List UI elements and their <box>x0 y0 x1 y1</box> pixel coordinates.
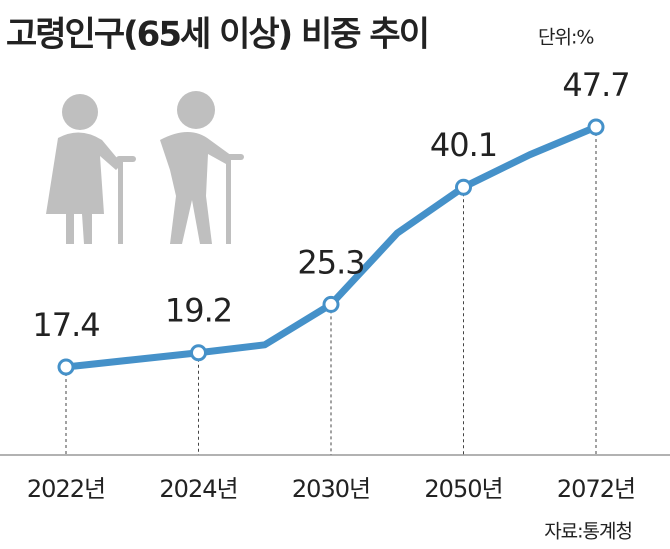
value-label: 19.2 <box>165 292 232 330</box>
value-label: 17.4 <box>32 306 99 344</box>
x-tick-label: 2030년 <box>292 475 370 503</box>
point <box>190 344 207 362</box>
point <box>587 118 605 136</box>
point <box>322 295 340 313</box>
value-label: 40.1 <box>430 126 497 164</box>
elderly-icon <box>46 91 244 244</box>
point <box>57 358 75 376</box>
x-tick-label: 2050년 <box>424 475 502 503</box>
x-tick-label: 2022년 <box>27 475 105 503</box>
value-label: 47.7 <box>562 66 629 104</box>
x-tick-label: 2024년 <box>159 475 237 503</box>
point <box>455 178 472 196</box>
value-label: 25.3 <box>297 243 364 281</box>
source: 자료:통계청 <box>544 521 632 543</box>
x-tick-label: 2072년 <box>557 475 635 503</box>
unit-label: 단위:% <box>538 27 593 49</box>
chart-title: 고령인구(65세 이상) 비중 추이 <box>6 15 428 55</box>
